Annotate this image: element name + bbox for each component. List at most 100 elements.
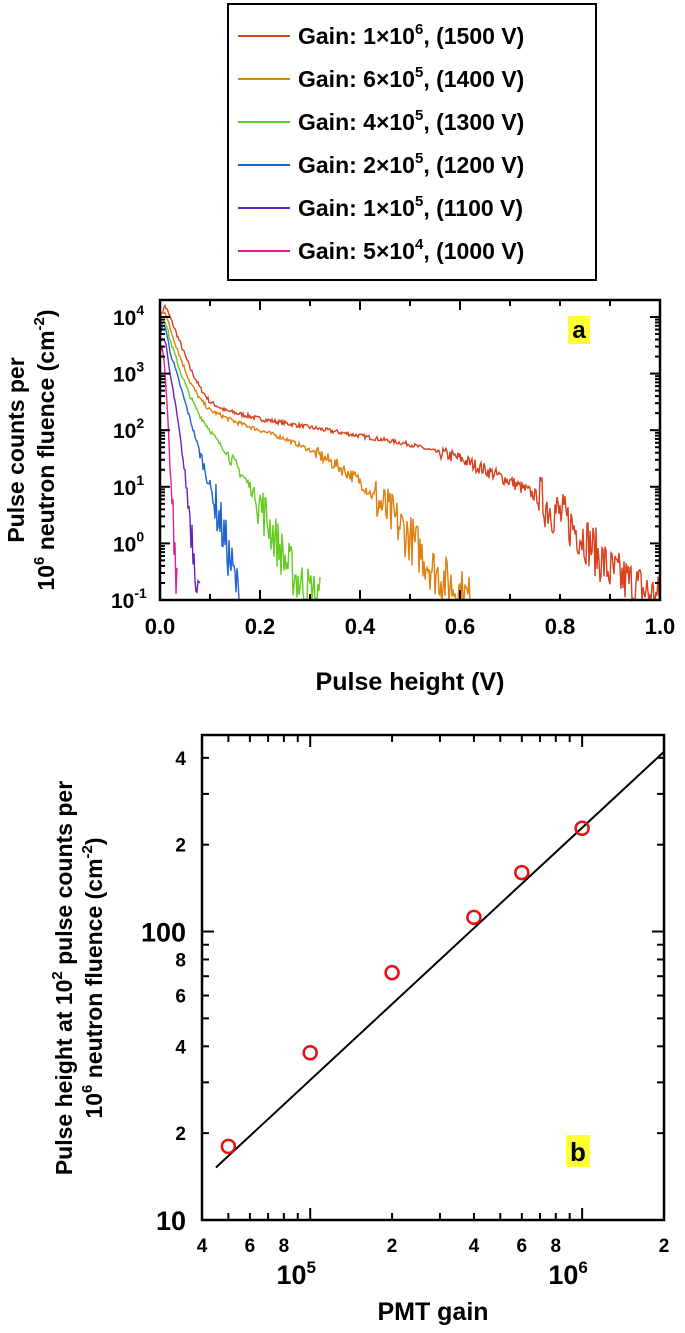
legend-label-1: Gain: 1×106, (1500 V) [298,21,524,49]
a-ytick-label: 100 [113,528,144,556]
legend-label-6: Gain: 5×104, (1000 V) [298,236,524,264]
legend-label-pre: Gain: 4×10 [298,109,415,135]
panel-a-ylabel-base: 10 [33,565,59,591]
panel-a-ylabel-rest: neutron fluence (cm [33,330,59,556]
legend-label-pre: Gain: 6×10 [298,66,415,92]
panel-b-ylabel2-end: ) [81,837,107,845]
legend-label-post: , (1100 V) [423,195,523,221]
panel-a-ylabel-line2: 106 neutron fluence (cm-2) [31,309,59,590]
b-xtick-minor-label: 6 [517,1236,528,1257]
legend-label-post: , (1000 V) [423,238,524,264]
panel-b-points [220,820,590,1155]
panel-b-ylabel-post: pulse counts per [51,781,77,971]
b-xtick-minor-label: 4 [469,1236,480,1257]
panel-a-xlabel: Pulse height (V) [316,668,505,696]
b-xtick-minor-label: 8 [279,1236,290,1257]
panel-b-ylabel-line2: 106 neutron fluence (cm-2) [79,837,107,1118]
legend-label-pre: Gain: 1×10 [298,195,415,221]
data-point-5 [514,864,530,881]
panel-b-ylabel: Pulse height at 102 pulse counts per 106… [49,781,107,1175]
b-ytick-major-label: 100 [141,918,186,948]
legend-label-sup: 5 [415,150,423,167]
legend-label-2: Gain: 6×105, (1400 V) [298,64,524,92]
legend-label-post: , (1300 V) [423,109,524,135]
b-xtick-major-base: 10 [548,1260,578,1290]
series-line-4 [159,325,241,602]
data-point-3 [384,964,400,981]
panel-a-ylabel-end: ) [33,309,59,317]
b-ytick-minor-label: 2 [175,836,186,857]
data-point-1 [220,1138,237,1155]
b-xtick-major-sup: 5 [307,1258,316,1277]
a-ytick-label: 101 [113,472,144,500]
panel-a-ylabel-sup: 6 [31,557,48,565]
a-ytick-label: 102 [113,415,144,443]
series-line-6 [159,346,178,594]
panel-a-label-highlight [568,316,590,344]
b-ytick-minor-label: 8 [175,950,186,971]
b-ytick-minor-label: 2 [175,1124,186,1145]
b-ytick-minor-label: 6 [175,987,186,1008]
legend-label-4: Gain: 2×105, (1200 V) [298,150,524,178]
legend-label-sup: 5 [415,107,423,124]
a-xtick-label: 1.0 [645,614,676,639]
a-ytick-base: 10 [113,533,136,556]
data-point-6 [574,820,590,837]
legend-label-sup: 6 [415,21,423,38]
a-ytick-base: 10 [113,420,136,443]
b-ytick-minor-label: 4 [175,749,186,770]
b-xtick-minor-label: 6 [245,1236,256,1257]
panel-b-ylabel2-base: 10 [81,1093,107,1119]
panel-a-series [159,303,661,603]
b-xtick-major-base: 10 [276,1260,306,1290]
a-ytick-base: 10 [113,307,136,330]
a-ytick-sup: 0 [136,528,144,544]
panel-b-ylabel-pre: Pulse height at 10 [51,980,77,1176]
a-ytick-sup: 1 [136,472,144,488]
a-ytick-label: 103 [113,359,144,387]
panel-b-annotation: b [570,1137,586,1167]
series-line-1 [159,303,661,603]
panel-b-ylabel2-rest: neutron fluence (cm [81,858,107,1084]
a-xtick-label: 0.6 [445,614,476,639]
panel-b-ylabel-sup: 2 [49,971,66,979]
a-ytick-sup: -1 [134,585,147,601]
legend-label-sup: 5 [415,64,423,81]
a-xtick-label: 0.2 [245,614,276,639]
a-ytick-sup: 3 [136,359,144,375]
b-xtick-minor-label: 8 [550,1236,561,1257]
b-xtick-major-label: 105 [276,1258,316,1290]
legend-label-5: Gain: 1×105, (1100 V) [298,193,523,221]
series-line-2 [159,311,471,601]
a-ytick-label: 10-1 [111,585,147,613]
legend-label-sup: 4 [415,236,424,253]
panel-b-ylabel2-sup: 6 [79,1085,96,1093]
panel-a-axes-frame [158,298,662,602]
panel-b-xlabel: PMT gain [377,1298,488,1326]
panel-b-axes-frame [200,733,666,1222]
legend-label-pre: Gain: 1×10 [298,23,415,49]
legend: Gain: 1×106, (1500 V) Gain: 6×105, (1400 … [227,3,597,281]
panel-a-annotation: a [572,317,586,344]
legend-label-sup: 5 [415,193,423,210]
panel-b-ylabel-line1: Pulse height at 102 pulse counts per [49,781,77,1175]
data-point-2 [302,1044,318,1061]
a-xtick-label: 0.4 [345,614,376,639]
b-xtick-major-sup: 6 [578,1258,587,1277]
a-xtick-label: 0.8 [545,614,576,639]
legend-label-3: Gain: 4×105, (1300 V) [298,107,524,135]
b-xtick-major-label: 106 [548,1258,588,1290]
panel-a-ylabel-line1: Pulse counts per [3,357,29,542]
legend-label-pre: Gain: 5×10 [298,238,415,264]
panel-a-ylabel: Pulse counts per 106 neutron fluence (cm… [3,309,59,590]
a-ytick-base: 10 [113,477,136,500]
panel-b-label-highlight [566,1135,590,1167]
b-ytick-minor-label: 4 [175,1037,186,1058]
a-ytick-base: 10 [111,590,134,613]
panel-b-ylabel2-sup2: -2 [79,845,96,858]
legend-label-post: , (1200 V) [423,152,524,178]
panel-a-ylabel-sup2: -2 [31,317,48,330]
